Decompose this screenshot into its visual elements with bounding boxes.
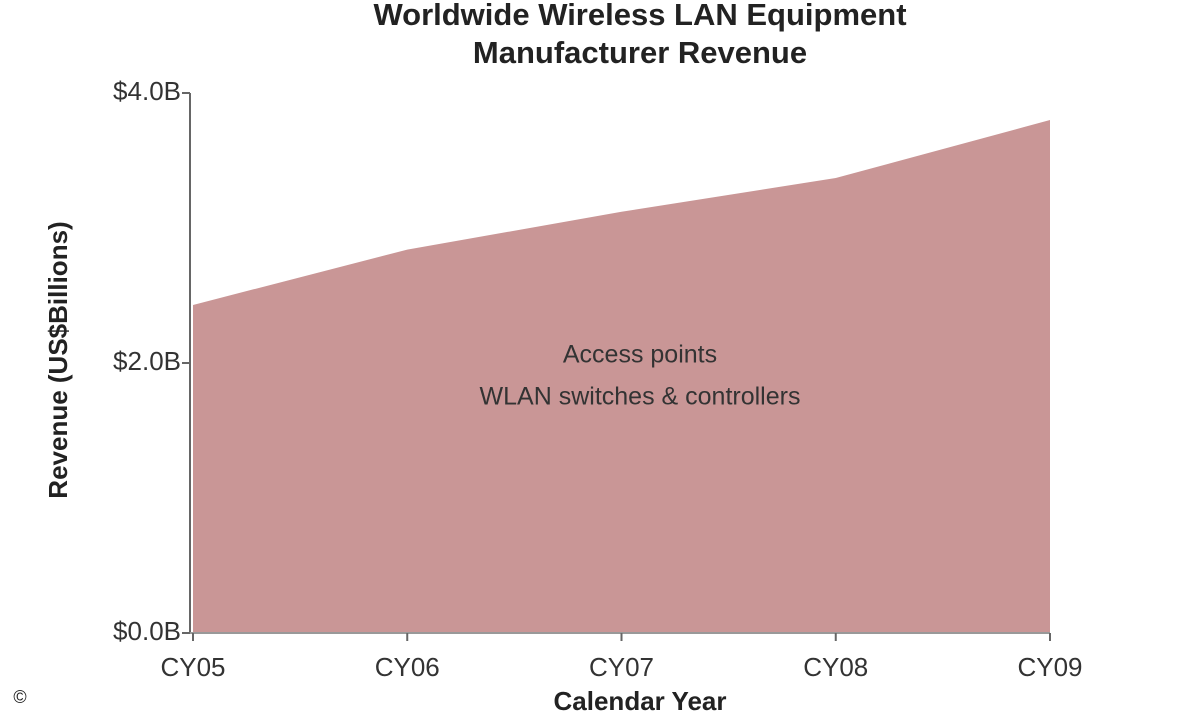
area [193,120,1050,633]
annotation: Access points [563,341,717,369]
x-tick-label: CY05 [160,652,225,682]
x-tick-label: CY08 [803,652,868,682]
y-tick-label: $2.0B [113,346,181,376]
y-axis-title: Revenue (US$Billions) [43,221,73,498]
y-tick-label: $0.0B [113,616,181,646]
x-tick-label: CY06 [375,652,440,682]
chart-title: Manufacturer Revenue [473,35,807,70]
chart-title: Worldwide Wireless LAN Equipment [373,0,906,32]
y-tick-label: $4.0B [113,76,181,106]
x-tick-label: CY09 [1017,652,1082,682]
annotation: WLAN switches & controllers [480,383,801,411]
copyright: © [13,687,26,707]
x-tick-label: CY07 [589,652,654,682]
x-axis-title: Calendar Year [554,686,727,716]
